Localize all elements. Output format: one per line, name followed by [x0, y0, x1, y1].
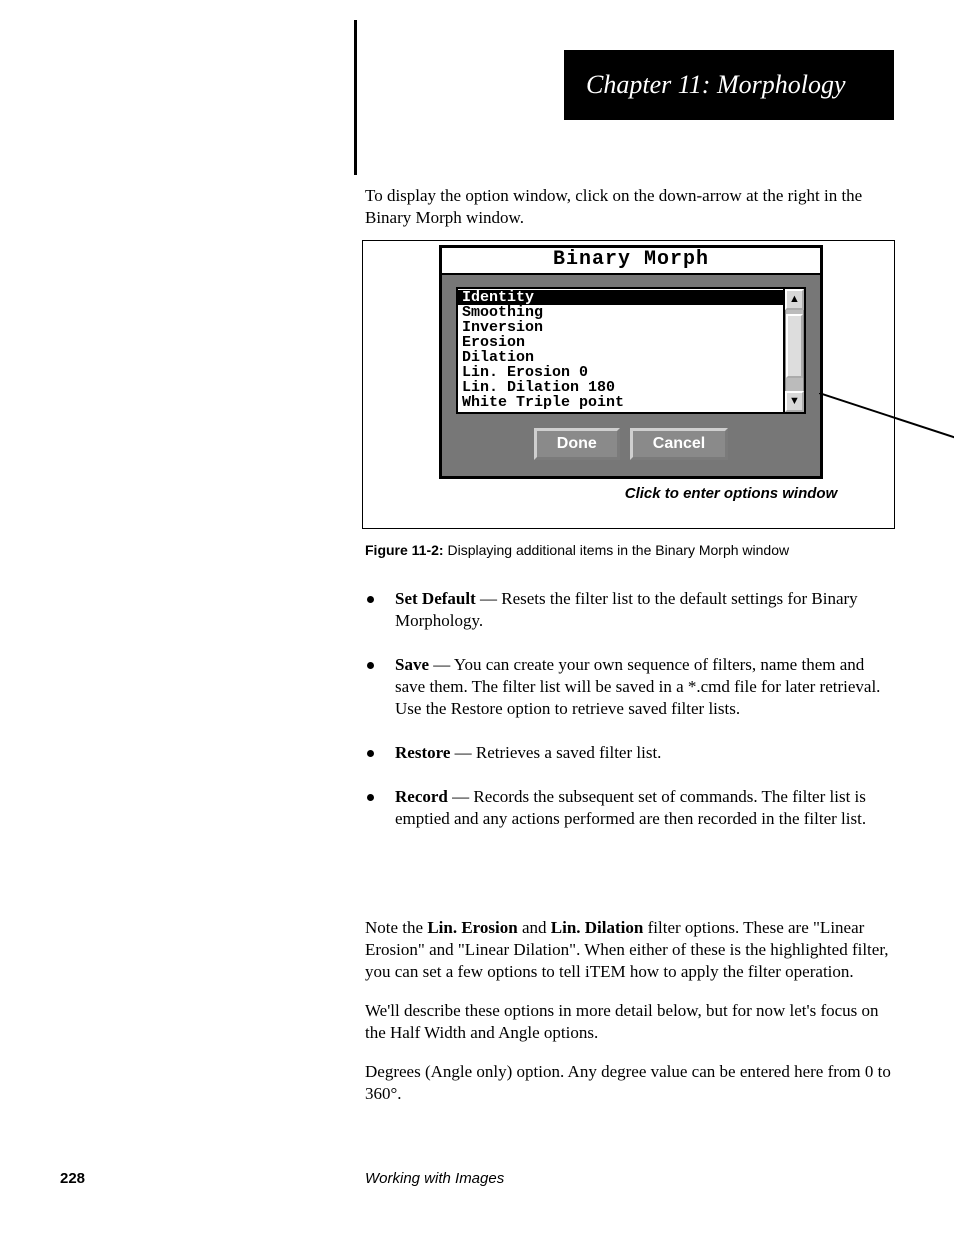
list-item[interactable]: White Triple point — [458, 395, 783, 410]
list-item[interactable]: Smoothing — [458, 305, 783, 320]
after-p3: Degrees (Angle only) option. Any degree … — [365, 1061, 895, 1105]
list-item[interactable]: Lin. Dilation 180 — [458, 380, 783, 395]
dialog-title: Binary Morph — [442, 248, 820, 275]
scroll-up-button[interactable]: ▲ — [785, 289, 804, 310]
filter-listbox[interactable]: IdentitySmoothingInversionErosionDilatio… — [456, 287, 806, 414]
binary-morph-dialog: Binary Morph IdentitySmoothingInversionE… — [439, 245, 823, 479]
intro-paragraph: To display the option window, click on t… — [365, 185, 895, 229]
caption-number: Figure 11-2: — [365, 542, 444, 558]
after-p2: We'll describe these options in more det… — [365, 1000, 895, 1044]
scroll-down-button[interactable]: ▼ — [785, 391, 804, 412]
chapter-title: Chapter 11: Morphology — [586, 70, 846, 100]
options-list: Set Default — Resets the filter list to … — [365, 588, 895, 852]
callout-arrow-icon — [819, 393, 954, 493]
figure-caption: Figure 11-2: Displaying additional items… — [365, 542, 895, 558]
option-item: Record — Records the subsequent set of c… — [365, 786, 895, 830]
scroll-thumb[interactable] — [786, 314, 803, 378]
list-item[interactable]: Erosion — [458, 335, 783, 350]
option-item: Restore — Retrieves a saved filter list. — [365, 742, 895, 764]
cancel-button[interactable]: Cancel — [630, 428, 728, 460]
scrollbar[interactable]: ▲ ▼ — [783, 289, 804, 412]
page-number: 228 — [60, 1170, 85, 1187]
list-item[interactable]: Identity — [458, 290, 783, 305]
list-item[interactable]: Inversion — [458, 320, 783, 335]
scroll-track[interactable] — [785, 310, 804, 391]
caption-text: Displaying additional items in the Binar… — [444, 542, 790, 558]
after-paragraphs: Note the Lin. Erosion and Lin. Dilation … — [365, 900, 895, 1122]
vertical-rule — [354, 20, 357, 175]
after-p1: Note the Lin. Erosion and Lin. Dilation … — [365, 917, 895, 983]
option-item: Set Default — Resets the filter list to … — [365, 588, 895, 632]
list-item[interactable]: Lin. Erosion 0 — [458, 365, 783, 380]
figure-box: Binary Morph IdentitySmoothingInversionE… — [362, 240, 895, 529]
list-item[interactable]: Dilation — [458, 350, 783, 365]
figure-callout-text: Click to enter options window — [621, 485, 841, 502]
done-button[interactable]: Done — [534, 428, 620, 460]
option-item: Save — You can create your own sequence … — [365, 654, 895, 720]
chapter-bar: Chapter 11: Morphology — [564, 50, 894, 120]
footer-title: Working with Images — [365, 1170, 504, 1187]
